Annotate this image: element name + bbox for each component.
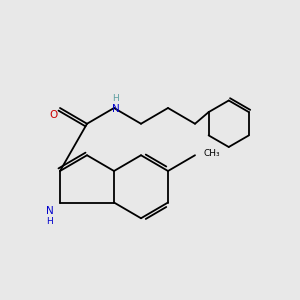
Text: O: O	[49, 110, 57, 120]
Text: H: H	[112, 94, 119, 103]
Text: H: H	[46, 217, 53, 226]
Text: N: N	[112, 104, 119, 115]
Text: CH₃: CH₃	[203, 149, 220, 158]
Text: N: N	[46, 206, 53, 216]
